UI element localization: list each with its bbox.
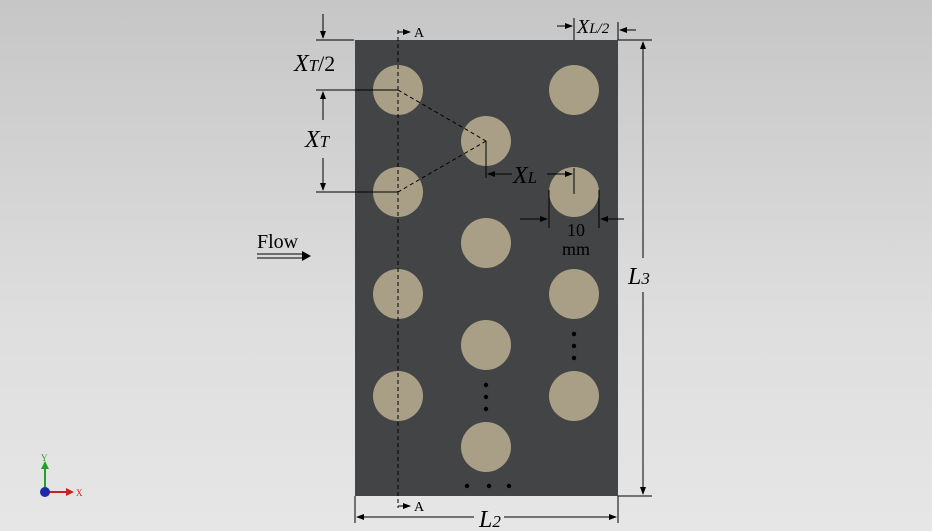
diameter-dimension xyxy=(520,190,624,228)
tube xyxy=(373,269,423,319)
l3-label: L3 xyxy=(627,264,650,290)
tube xyxy=(549,371,599,421)
section-label-bottom: A xyxy=(414,500,425,515)
tube xyxy=(461,422,511,472)
section-line-a xyxy=(397,29,411,509)
axis-origin xyxy=(40,487,50,497)
xt-label: XT xyxy=(304,127,331,153)
xt-half-label: XT/2 xyxy=(293,51,335,77)
xl-label: XL xyxy=(512,163,537,189)
tube xyxy=(461,320,511,370)
axis-x-label: X xyxy=(76,488,83,498)
l2-dimension xyxy=(354,496,619,523)
xl-dimension xyxy=(485,141,575,194)
continuation-dots xyxy=(464,331,577,489)
pitch-triangle xyxy=(397,89,487,193)
diameter-value: 10 xyxy=(567,220,585,240)
xl-half-label: XL/2 xyxy=(576,16,610,38)
xt-dimension xyxy=(316,89,398,193)
flow-arrow xyxy=(257,251,311,261)
tube xyxy=(549,65,599,115)
flow-label: Flow xyxy=(257,231,299,253)
l3-dimension xyxy=(618,39,652,497)
l2-label: L2 xyxy=(478,507,501,531)
section-label-top: A xyxy=(414,26,425,41)
axis-y-label: Y xyxy=(41,453,48,463)
xl-half-dimension xyxy=(557,18,636,40)
xt-half-dimension xyxy=(316,14,354,41)
tube xyxy=(549,269,599,319)
tube xyxy=(461,218,511,268)
diameter-unit: mm xyxy=(562,239,590,259)
tube-array xyxy=(373,65,599,472)
axis-triad xyxy=(40,461,74,497)
